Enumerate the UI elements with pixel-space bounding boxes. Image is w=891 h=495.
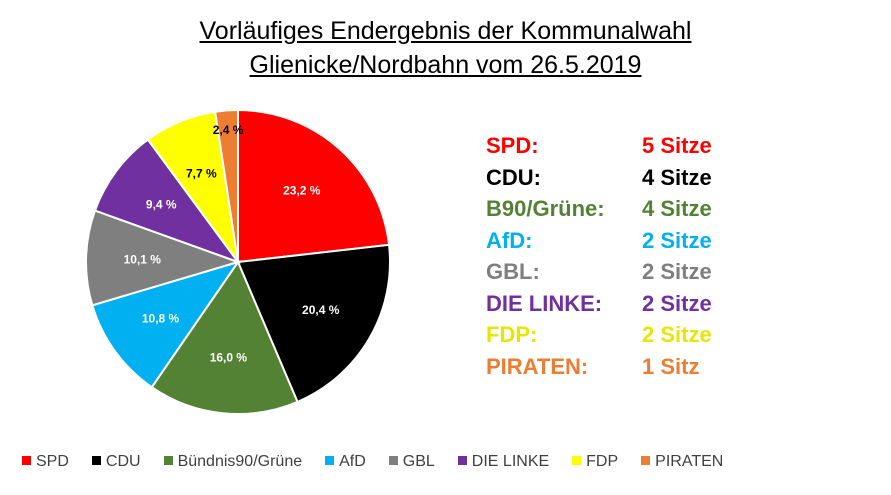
- legend-item-gbl: GBL: [388, 453, 435, 471]
- legend-item-afd: AfD: [325, 453, 366, 471]
- title-line-2: Glienicke/Nordbahn vom 26.5.2019: [249, 51, 642, 79]
- legend-swatch: [572, 456, 582, 465]
- seat-party-label: FDP:: [486, 322, 538, 347]
- legend-swatch: [641, 456, 651, 465]
- legend-label: GBL: [402, 453, 435, 470]
- slice-label-fdp: 7,7 %: [186, 167, 217, 181]
- slice-label-afd: 10,8 %: [142, 311, 180, 325]
- pie-slice-cdu: [236, 243, 391, 404]
- seat-distribution: SPD: 5 Sitze CDU: 4 Sitze B90/Grüne: 4 Sitze A…: [486, 130, 746, 382]
- legend-item-b-ndnis90-gr-ne: Bündnis90/Grüne: [163, 453, 303, 471]
- seat-count: 2 Sitze: [642, 259, 712, 284]
- seat-row: SPD: 5 Sitze: [486, 130, 746, 162]
- seat-count: 1 Sitz: [642, 353, 700, 379]
- seat-count: 4 Sitze: [642, 164, 712, 190]
- legend-swatch: [325, 456, 335, 465]
- seat-party-label: GBL:: [486, 259, 540, 284]
- seat-party-label: PIRATEN:: [486, 353, 589, 379]
- seat-row: B90/Grüne: 4 Sitze: [486, 193, 746, 225]
- pie-slice-gbl: [85, 209, 242, 307]
- seat-row: FDP: 2 Sitze: [486, 319, 746, 351]
- pie-slice-afd: [91, 260, 241, 389]
- seat-row: AfD: 2 Sitze: [486, 225, 746, 257]
- legend-swatch: [457, 456, 467, 465]
- legend-label: AfD: [339, 453, 366, 470]
- legend-swatch: [163, 456, 173, 465]
- seat-count: 2 Sitze: [642, 322, 712, 347]
- seat-count: 2 Sitze: [642, 227, 712, 253]
- seat-party-label: DIE LINKE:: [486, 290, 603, 316]
- legend-swatch: [22, 456, 31, 465]
- seat-count: 2 Sitze: [642, 290, 712, 316]
- legend-item-cdu: CDU: [91, 453, 141, 471]
- legend-swatch: [388, 456, 398, 465]
- legend-swatch: [91, 456, 101, 465]
- pie-slice-b-ndnis90-gr-ne: [150, 259, 299, 415]
- legend-label: FDP: [586, 453, 619, 470]
- legend-label: Bündnis90/Grüne: [177, 453, 303, 470]
- seat-row: DIE LINKE: 2 Sitze: [486, 288, 746, 320]
- seat-count: 5 Sitze: [642, 133, 712, 158]
- seat-row: PIRATEN: 1 Sitz: [486, 351, 746, 383]
- legend-item-die-linke: DIE LINKE: [457, 453, 550, 471]
- slice-label-spd: 23,2 %: [283, 184, 321, 198]
- slice-label-gbl: 10,1 %: [124, 252, 162, 266]
- legend-item-piraten: PIRATEN: [641, 453, 723, 471]
- slice-label-piraten: 2,4 %: [213, 123, 244, 137]
- legend-label: SPD: [36, 453, 69, 470]
- legend-item-spd: SPD: [22, 453, 69, 471]
- seat-party-label: B90/Grüne:: [486, 196, 605, 221]
- chart-legend: SPD CDU Bündnis90/Grüne AfD GBL DIE LINKE FDP P…: [22, 453, 746, 471]
- legend-label: CDU: [105, 453, 141, 470]
- legend-label: PIRATEN: [655, 453, 724, 470]
- seat-party-label: SPD:: [486, 133, 539, 158]
- seat-count: 4 Sitze: [642, 196, 712, 221]
- slice-label-die-linke: 9,4 %: [146, 198, 177, 212]
- slice-label-cdu: 20,4 %: [302, 303, 340, 317]
- pie-slice-die-linke: [93, 138, 241, 265]
- legend-label: DIE LINKE: [471, 453, 550, 470]
- chart-title: Vorläufiges Endergebnis der Kommunalwahl…: [0, 14, 891, 82]
- slice-label-b-ndnis90-gr-ne: 16,0 %: [210, 350, 248, 364]
- pie-slice-spd: [237, 108, 391, 264]
- title-line-1: Vorläufiges Endergebnis der Kommunalwahl: [199, 17, 692, 45]
- seat-row: CDU: 4 Sitze: [486, 162, 746, 194]
- seat-party-label: AfD:: [486, 227, 533, 253]
- seat-row: GBL: 2 Sitze: [486, 256, 746, 288]
- seat-party-label: CDU:: [486, 164, 541, 190]
- pie-slice-piraten: [214, 108, 239, 263]
- legend-item-fdp: FDP: [572, 453, 618, 471]
